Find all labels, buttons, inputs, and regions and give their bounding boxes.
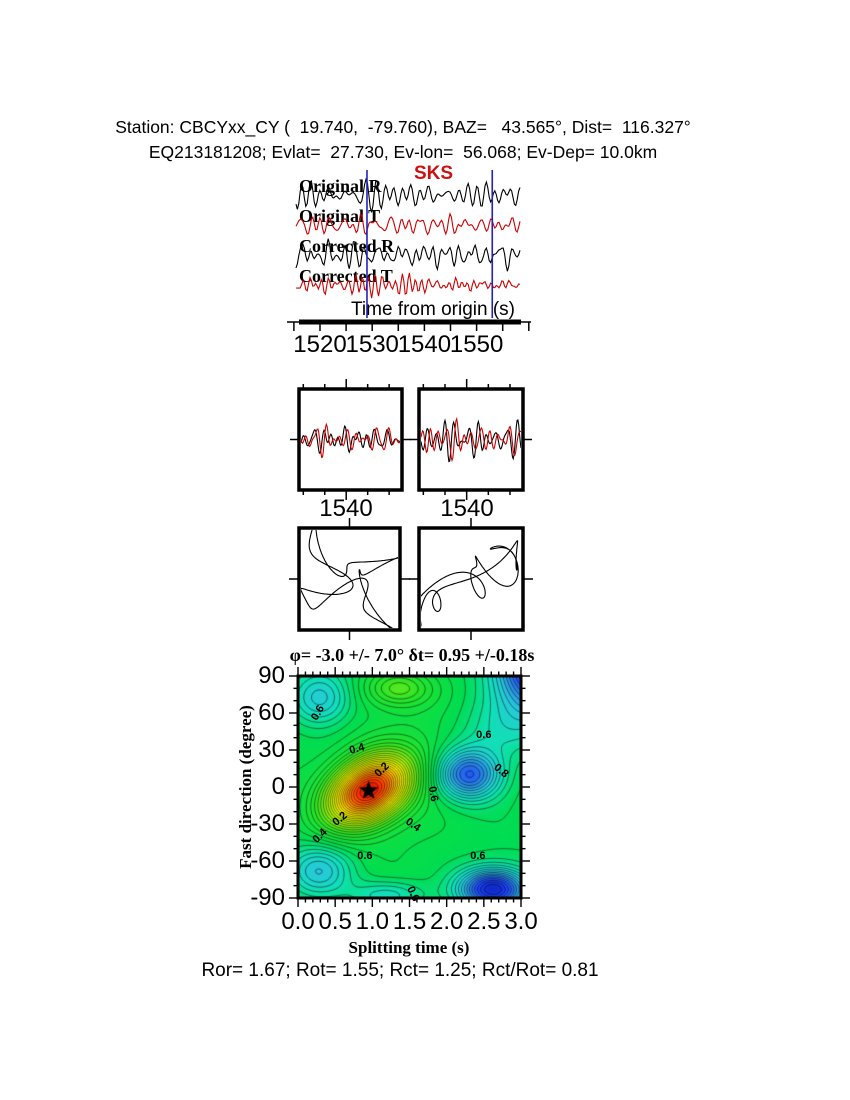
x-tick-label: 2.0 bbox=[429, 908, 464, 935]
windowed-trace-black-1 bbox=[421, 418, 521, 463]
trace-original-r bbox=[295, 177, 521, 213]
particle-motion-curve-1 bbox=[421, 540, 519, 627]
y-tick-label: -90 bbox=[250, 884, 285, 911]
event-header: EQ213181208; Evlat= 27.730, Ev-lon= 56.0… bbox=[148, 142, 658, 162]
x-tick-label: 3.0 bbox=[504, 908, 538, 935]
y-tick-label: 60 bbox=[258, 699, 285, 726]
x-tick-label: 0.5 bbox=[318, 908, 352, 935]
windowed-trace-red-1 bbox=[421, 416, 521, 463]
windowed-trace-red-0 bbox=[301, 422, 400, 459]
phase-label: SKS bbox=[414, 163, 454, 184]
time-tick-label: 1530 bbox=[345, 331, 399, 358]
contour-label: 0.6 bbox=[426, 785, 441, 803]
time-tick-label: 1540 bbox=[397, 331, 452, 358]
station-header: Station: CBCYxx_CY ( 19.740, -79.760), B… bbox=[115, 117, 691, 137]
trace-corrected-r bbox=[295, 238, 521, 272]
windowed-trace-black-0 bbox=[301, 424, 400, 454]
contour-label: 0.2 bbox=[329, 809, 350, 829]
y-tick-label: -30 bbox=[250, 810, 285, 837]
contour-label: 0.4 bbox=[310, 826, 330, 846]
error-surface-canvas bbox=[298, 676, 521, 898]
y-tick-label: -60 bbox=[250, 847, 285, 874]
x-axis-title: Splitting time (s) bbox=[348, 938, 470, 957]
contour-label: 0.6 bbox=[309, 703, 328, 723]
time-axis-title: Time from origin (s) bbox=[351, 299, 515, 320]
x-tick-label: 1.0 bbox=[355, 908, 390, 935]
particle-motion-curve-0 bbox=[301, 530, 398, 628]
error-surface-title: φ= -3.0 +/- 7.0° δt= 0.95 +/-0.18s bbox=[289, 645, 535, 665]
trace-label-corrected-r: Corrected R bbox=[299, 236, 395, 256]
trace-original-t bbox=[295, 212, 521, 236]
x-tick-label: 0.0 bbox=[281, 908, 315, 935]
contour-label: 0.6 bbox=[357, 850, 373, 863]
contour-label: 0.6 bbox=[470, 850, 486, 863]
summary-line: Ror= 1.67; Rot= 1.55; Rct= 1.25; Rct/Rot… bbox=[201, 960, 599, 981]
contour-label: 0.2 bbox=[372, 760, 392, 780]
time-tick-label: 1550 bbox=[449, 331, 504, 358]
y-tick-label: 30 bbox=[258, 736, 285, 763]
trace-corrected-t bbox=[295, 272, 521, 299]
contour-label: 0.4 bbox=[403, 815, 423, 835]
x-tick-label: 2.5 bbox=[467, 908, 501, 935]
y-tick-label: 90 bbox=[258, 662, 285, 689]
x-tick-label: 1.5 bbox=[392, 908, 427, 935]
y-tick-label: 0 bbox=[271, 773, 285, 800]
contour-label: 0.8 bbox=[491, 761, 511, 781]
time-tick-label: 1520 bbox=[293, 331, 347, 358]
contour-label: 0.4 bbox=[348, 740, 367, 757]
contour-label: 0.6 bbox=[476, 729, 492, 742]
contour-label: 0.6 bbox=[404, 884, 422, 904]
